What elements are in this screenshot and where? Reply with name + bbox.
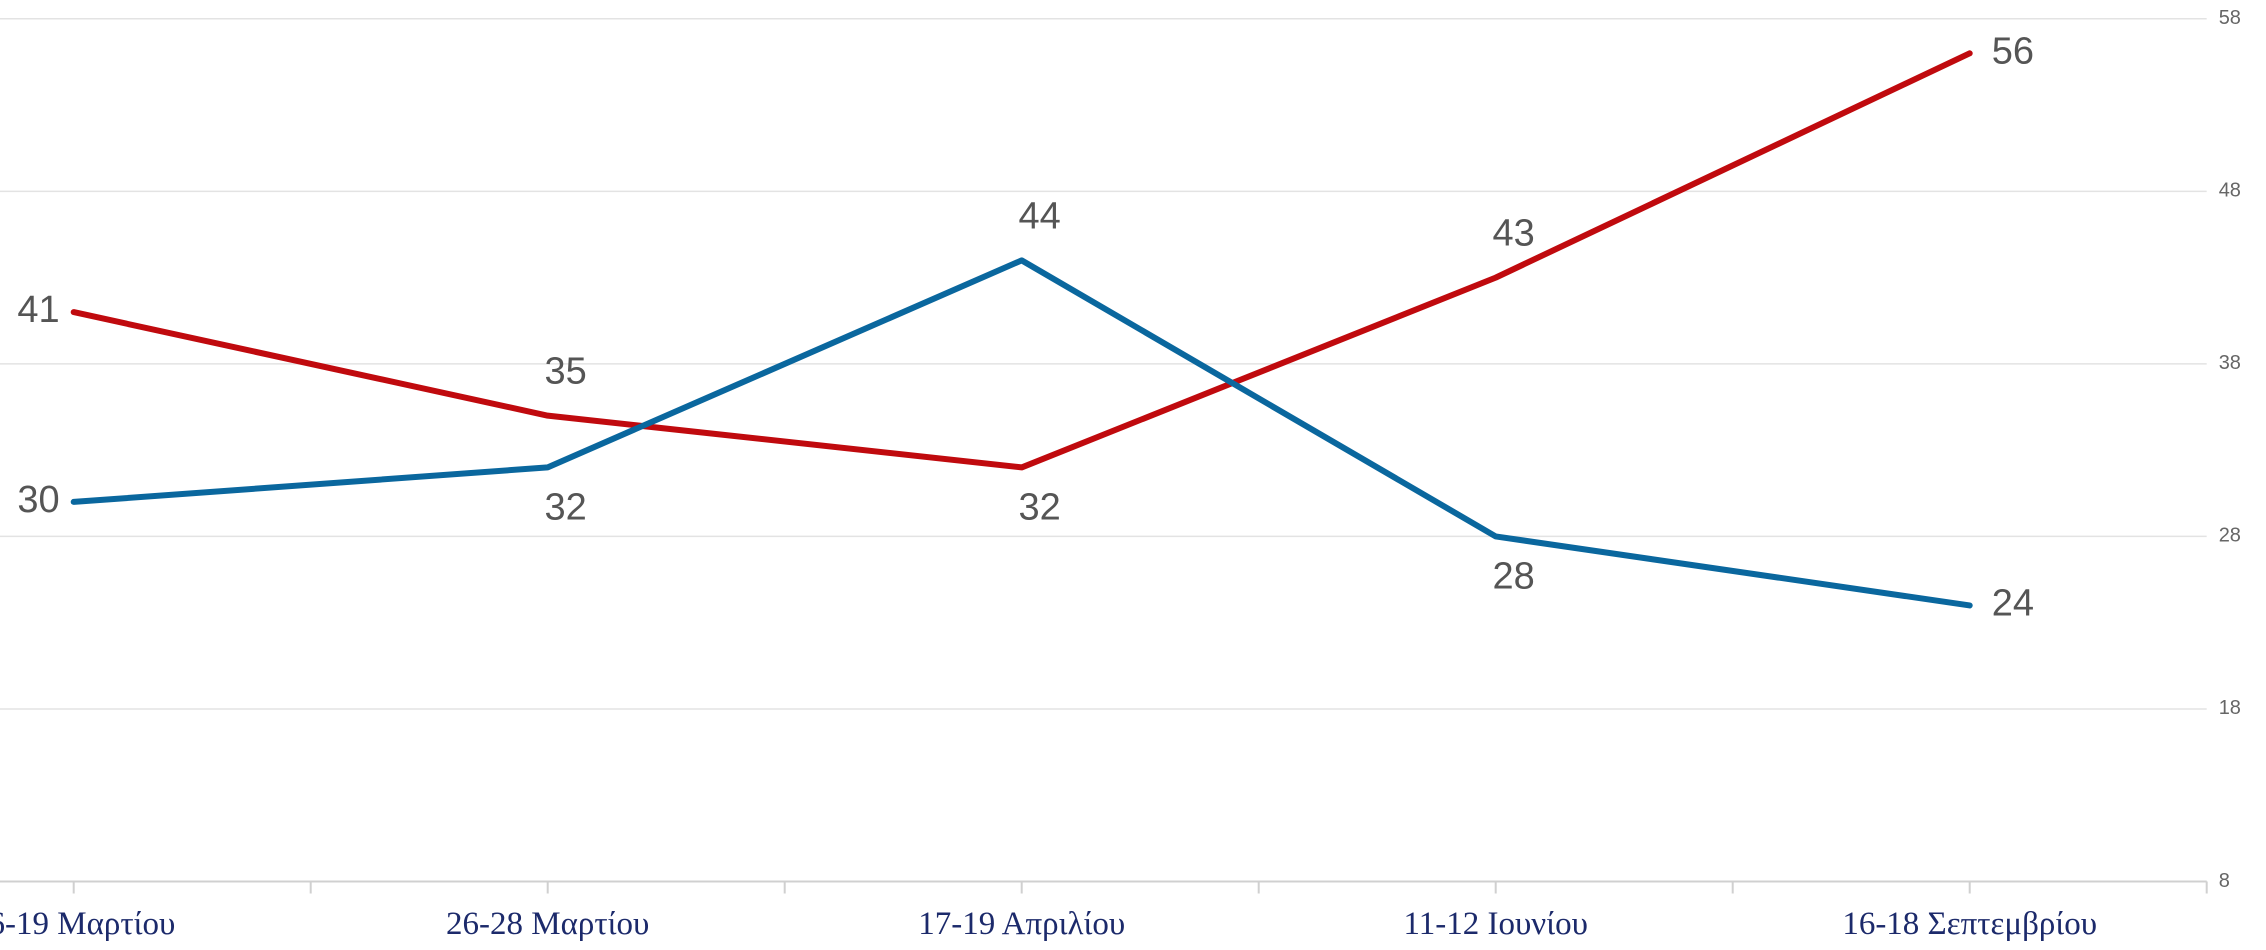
y-tick-label: 48	[2219, 180, 2241, 202]
data-label: 32	[1019, 486, 1061, 528]
y-tick-label: 18	[2219, 697, 2241, 719]
x-tick-label: 17-19 Απριλίου	[918, 906, 1125, 942]
data-label: 43	[1493, 213, 1535, 255]
data-label: 35	[545, 351, 587, 393]
data-label: 30	[17, 479, 59, 521]
x-tick-label: 26-28 Μαρτίου	[446, 906, 649, 942]
data-label: 41	[17, 289, 59, 331]
data-label: 28	[1493, 555, 1535, 597]
data-label: 56	[1992, 30, 2034, 72]
x-tick-label: 16-18 Σεπτεμβρίου	[1842, 906, 2097, 942]
x-tick-label: 16-19 Μαρτίου	[0, 906, 175, 942]
y-tick-label: 58	[2219, 7, 2241, 29]
y-tick-label: 28	[2219, 525, 2241, 547]
data-label: 32	[545, 486, 587, 528]
data-label: 44	[1019, 195, 1061, 237]
series-line	[70, 50, 1973, 471]
x-tick-label: 11-12 Ιουνίου	[1403, 906, 1587, 942]
y-tick-label: 38	[2219, 352, 2241, 374]
y-tick-label: 8	[2219, 870, 2230, 892]
data-label: 24	[1992, 582, 2034, 624]
series-line	[70, 257, 1973, 609]
